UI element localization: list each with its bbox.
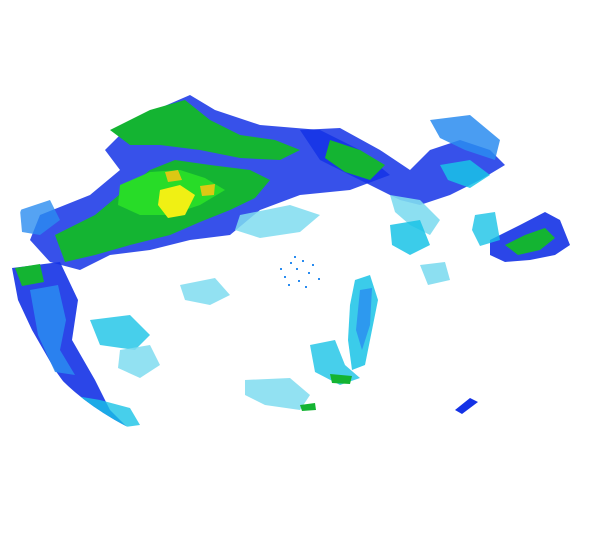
echo-e-lightcyan [420, 262, 450, 285]
east-echoes [420, 212, 570, 414]
echo-c-cyan-west [90, 315, 150, 350]
northwest-echoes [20, 95, 390, 270]
echo-c-lightcyan-west [118, 345, 160, 378]
echo-nw-gold-core-2 [200, 184, 215, 196]
echo-west-cyan [70, 395, 140, 428]
radar-site-clutter [280, 256, 320, 288]
echo-se-blue-streak [455, 398, 478, 414]
echo-c-lightcyan-2 [180, 278, 230, 305]
echo-e-cyan [472, 212, 500, 246]
